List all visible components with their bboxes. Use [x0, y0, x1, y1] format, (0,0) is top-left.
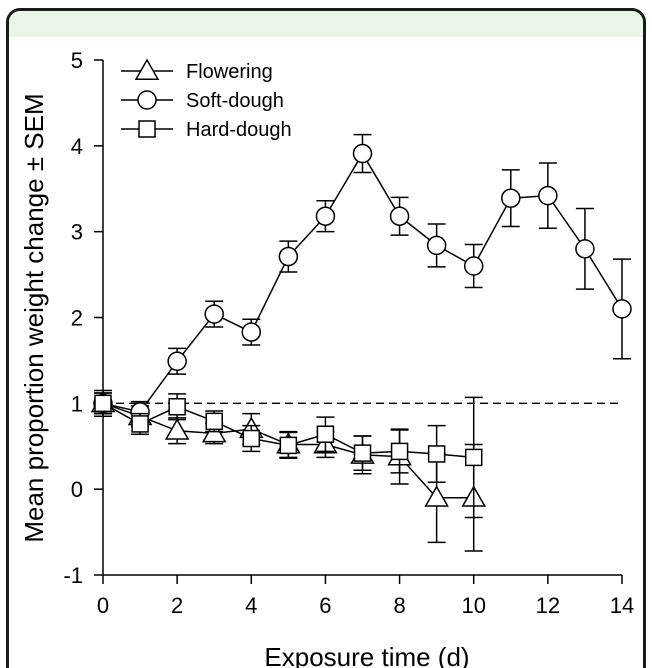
x-tick-label: 10	[461, 593, 485, 618]
y-tick-label: 2	[71, 306, 83, 331]
x-tick-label: 2	[171, 593, 183, 618]
x-tick-label: 12	[536, 593, 560, 618]
frame-header-band	[9, 11, 643, 37]
legend-marker-soft-dough	[137, 90, 157, 110]
data-point-soft-dough	[575, 239, 595, 259]
legend-label-hard-dough: Hard-dough	[186, 119, 292, 141]
legend: Flowering Soft-dough Hard-dough	[121, 58, 292, 141]
data-point-hard-dough	[427, 445, 446, 463]
legend-item-hard-dough: Hard-dough	[121, 119, 292, 141]
data-point-soft-dough	[278, 246, 299, 267]
data-point-soft-dough	[538, 185, 558, 206]
series-flowering	[90, 390, 487, 552]
x-tick-label: 8	[393, 593, 405, 618]
data-point-soft-dough	[352, 143, 373, 164]
data-point-hard-dough	[316, 425, 335, 443]
data-point-soft-dough	[612, 299, 632, 319]
data-point-flowering	[424, 485, 449, 507]
data-point-soft-dough	[389, 206, 410, 226]
legend-label-flowering: Flowering	[186, 61, 273, 83]
x-tick-label: 0	[97, 593, 109, 618]
figure-frame: -1 0 1 2 3 4 5 0 2 4 6 8 10 12 14 Flowering Soft-dough H…	[6, 8, 646, 668]
data-point-soft-dough	[204, 304, 224, 324]
y-tick-label: -1	[63, 563, 83, 588]
legend-marker-hard-dough	[138, 120, 156, 138]
y-tick-label: 4	[71, 134, 83, 159]
legend-item-soft-dough: Soft-dough	[121, 90, 284, 112]
data-point-hard-dough	[205, 412, 223, 431]
data-point-hard-dough	[464, 448, 483, 467]
data-point-soft-dough	[463, 256, 484, 276]
data-point-hard-dough	[279, 436, 298, 455]
x-tick-label: 14	[610, 593, 634, 618]
y-tick-label: 3	[71, 220, 83, 245]
y-tick-label: 1	[71, 391, 83, 416]
x-axis-label: Exposure time (d)	[264, 642, 469, 668]
legend-label-soft-dough: Soft-dough	[186, 90, 284, 112]
series-hard-dough	[94, 392, 483, 519]
data-point-hard-dough	[94, 394, 112, 413]
data-point-hard-dough	[353, 444, 372, 462]
data-point-hard-dough	[390, 442, 409, 461]
data-point-soft-dough	[167, 351, 187, 372]
series-group	[90, 133, 632, 552]
data-point-soft-dough	[426, 235, 447, 256]
data-point-soft-dough	[501, 188, 521, 208]
series-soft-dough	[93, 133, 632, 423]
x-tick-label: 6	[319, 593, 331, 618]
legend-marker-flowering	[134, 58, 160, 80]
x-tick-label: 4	[245, 593, 257, 618]
data-point-soft-dough	[315, 206, 336, 226]
data-point-hard-dough	[242, 429, 261, 448]
data-point-hard-dough	[168, 398, 186, 416]
y-tick-label: 0	[71, 477, 83, 502]
data-point-flowering	[164, 418, 190, 440]
legend-item-flowering: Flowering	[121, 58, 273, 83]
y-axis-label: Mean proportion weight change ± SEM	[19, 93, 49, 542]
data-point-hard-dough	[131, 415, 149, 433]
y-tick-label: 5	[71, 48, 83, 73]
data-point-soft-dough	[241, 322, 262, 342]
